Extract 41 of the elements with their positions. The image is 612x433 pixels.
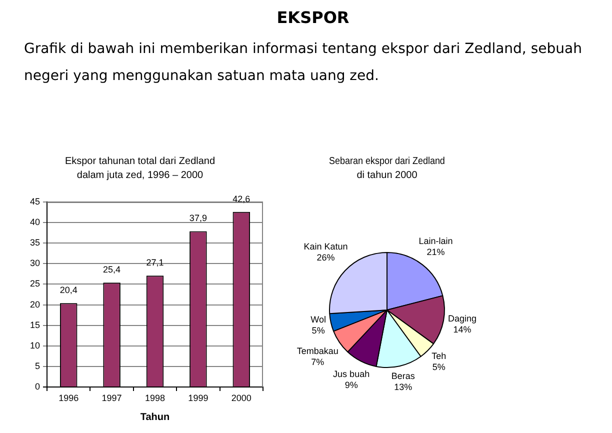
data-label: 20,4 <box>60 285 78 296</box>
x-tick-label: 2000 <box>231 392 252 403</box>
y-tick-label: 5 <box>34 360 40 371</box>
slice-label: Jus buah <box>333 369 370 380</box>
data-label: 5% <box>312 325 325 336</box>
y-tick-label: 45 <box>30 196 40 206</box>
data-label: 9% <box>344 380 358 390</box>
slice-label: Lain-lain <box>418 236 453 246</box>
data-label: 37,9 <box>189 213 207 224</box>
x-tick-label: 1996 <box>58 392 79 403</box>
y-tick-label: 30 <box>30 258 40 268</box>
x-tick-label: 1997 <box>102 392 122 403</box>
y-tick-label: 35 <box>30 238 40 248</box>
slice-label: Kain Katun <box>304 241 348 252</box>
data-label: 13% <box>394 382 412 392</box>
chart-title: Sebaran ekspor dari Zedland di tahun 2000 <box>329 155 445 181</box>
y-tick-label: 20 <box>30 299 40 310</box>
x-tick-label: 1998 <box>144 392 166 403</box>
data-label: 21% <box>426 247 445 258</box>
data-label: 27,1 <box>146 258 164 268</box>
y-tick-label: 15 <box>30 320 40 330</box>
text: Grafik di bawah ini memberikan informasi tentang ekspor dari Zedland, sebuah negeri yang menggunakan satuan mata uang zed. <box>24 40 583 86</box>
x-axis-title: Tahun <box>140 412 170 423</box>
y-tick-label: 25 <box>30 278 40 289</box>
text: EKSPOR <box>276 7 350 29</box>
y-tick-label: 10 <box>30 340 40 350</box>
data-label: 25,4 <box>103 264 121 275</box>
slice-label: Teh <box>432 350 446 361</box>
data-label: 5% <box>432 362 446 372</box>
x-tick-label: 1999 <box>188 392 208 403</box>
y-tick-label: 0 <box>34 381 40 392</box>
data-label: 7% <box>311 357 324 368</box>
slice-label: Daging <box>448 313 476 324</box>
slice-label: Wol <box>310 314 326 324</box>
slice-label: Beras <box>391 371 416 382</box>
y-tick-label: 40 <box>30 217 40 228</box>
chart-title: Ekspor tahunan total dari Zedland dalam juta zed, 1996 – 2000 <box>64 156 216 181</box>
data-label: 26% <box>316 252 335 262</box>
data-label: 42,6 <box>232 194 250 204</box>
slice-label: Tembakau <box>296 346 338 356</box>
data-label: 14% <box>453 324 472 334</box>
